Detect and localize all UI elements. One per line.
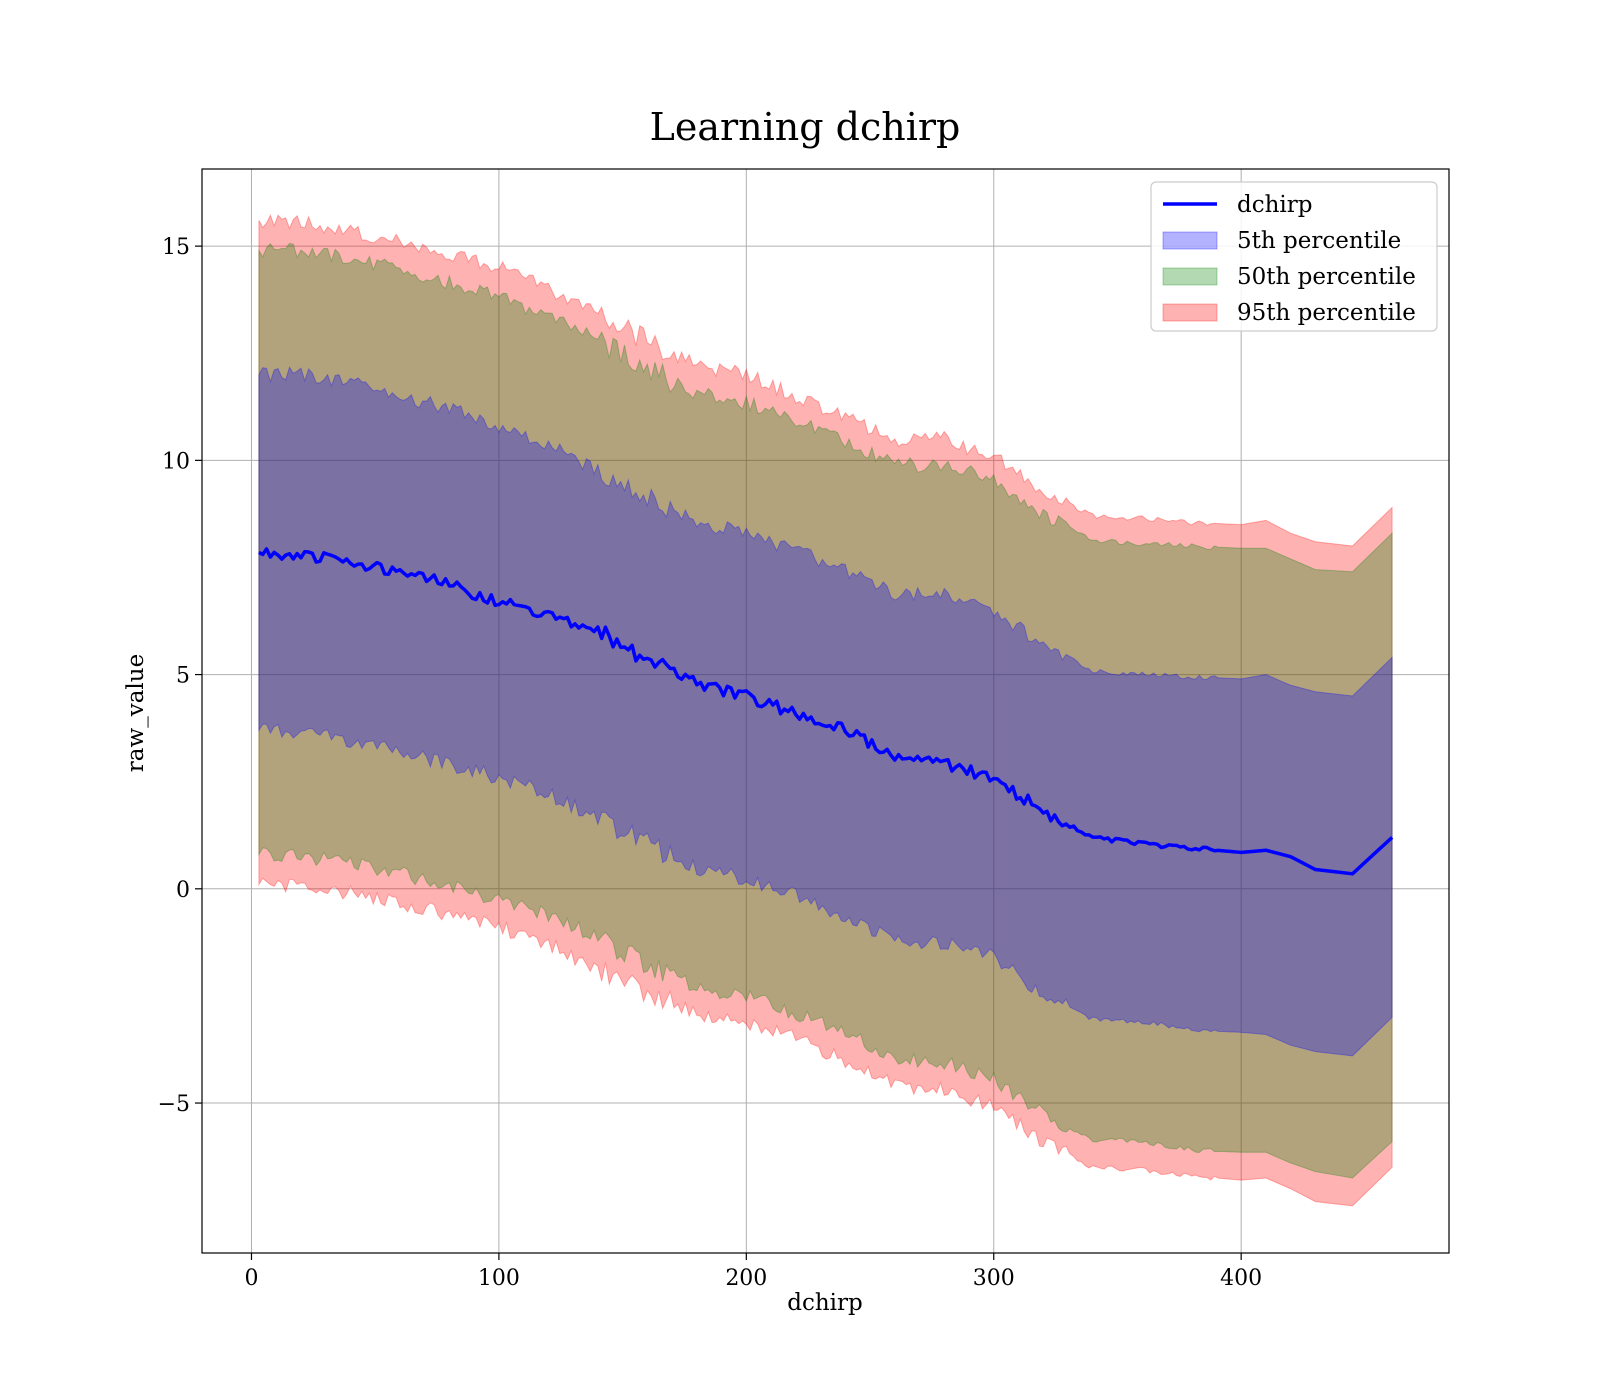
band-5th-percentile [258,365,1393,1057]
plot-area [201,168,1450,1254]
band-95th-percentile [258,214,1393,1207]
y-tick-label: 0 [176,878,190,903]
legend-items: dchirp 5th percentile 50th percentile 95th … [1162,192,1416,326]
legend: dchirp 5th percentile 50th percentile 95th … [1150,181,1438,332]
plot-frame [201,168,1450,1254]
legend-label: dchirp [1237,192,1313,218]
legend-label: 5th percentile [1237,228,1401,254]
x-axis-ticks: 0 100 200 300 400 [244,1253,1262,1291]
x-tick-label: 200 [725,1266,767,1291]
series-line-dchirp [258,547,1394,876]
legend-swatch-patch [1162,231,1218,250]
grid [202,169,1449,1253]
legend-label: 95th percentile [1237,300,1416,326]
y-tick-label: 5 [176,664,190,689]
legend-box [1150,181,1438,332]
x-tick-label: 100 [478,1266,520,1291]
legend-swatch-patch [1162,267,1218,286]
legend-label: 50th percentile [1237,264,1416,290]
y-axis-label: raw_value [123,654,149,772]
x-tick-label: 300 [973,1266,1015,1291]
series-lines [258,547,1394,876]
y-axis-ticks: −5 0 5 10 15 [158,235,202,1117]
chart-title: Learning dchirp [650,105,961,149]
x-tick-label: 0 [244,1266,258,1291]
y-tick-label: 10 [162,449,190,474]
band-50th-percentile [258,242,1393,1179]
x-axis-label: dchirp [787,1290,863,1316]
percentile-bands [258,214,1393,1207]
legend-swatch-patch [1162,303,1218,322]
x-tick-label: 400 [1220,1266,1262,1291]
y-tick-label: −5 [158,1092,190,1117]
y-tick-label: 15 [162,235,190,260]
